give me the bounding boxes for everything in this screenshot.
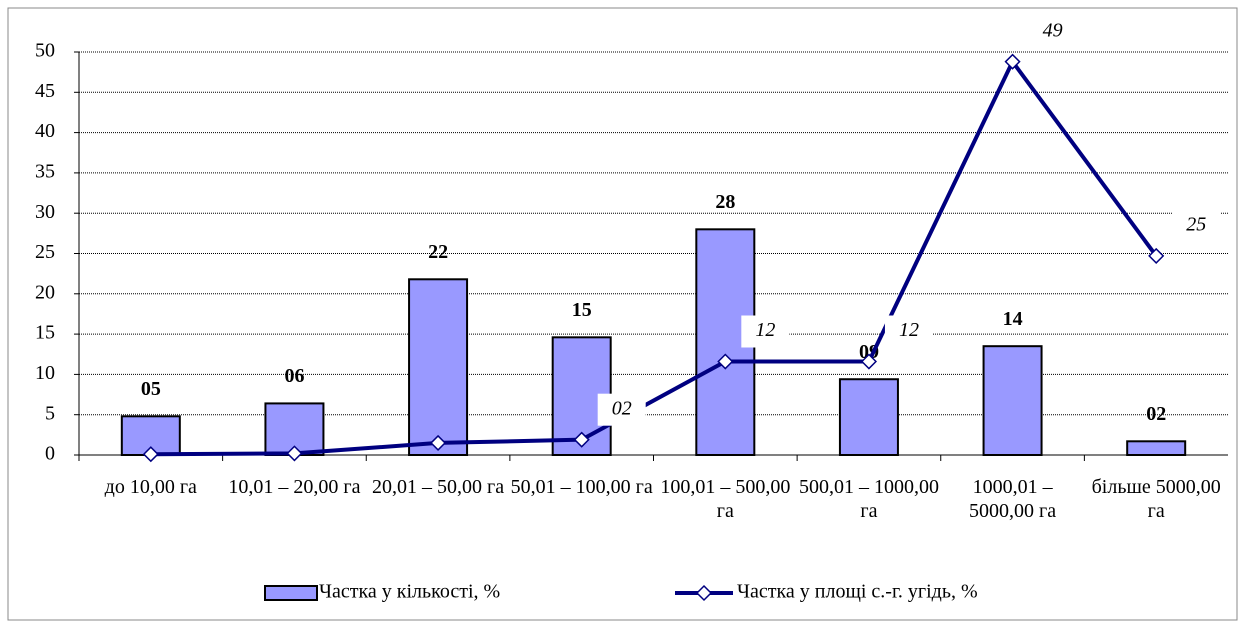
line-marker	[1004, 53, 1021, 70]
y-tick-label: 30	[35, 201, 55, 223]
bar	[408, 278, 469, 456]
y-tick-label: 0	[45, 443, 55, 465]
label-background	[1028, 15, 1077, 48]
y-tick-label: 45	[35, 80, 55, 102]
bar-value-label: 14	[1003, 308, 1023, 330]
bar-value-label: 15	[572, 299, 592, 321]
x-tick-label: 1000,01 – 5000,00 га	[969, 476, 1057, 522]
line-value-label: 02	[612, 397, 632, 419]
legend-label: Частка у площі с.-г. угідь, %	[737, 581, 978, 603]
y-tick-label: 40	[35, 120, 55, 142]
legend-marker	[695, 584, 713, 602]
chart-border	[7, 7, 1238, 621]
x-tick-label: 20,01 – 50,00 га	[372, 476, 505, 498]
x-tick-label: більше 5000,00 га	[1091, 476, 1221, 522]
line-marker	[142, 446, 159, 463]
y-tick-label: 25	[35, 241, 55, 263]
line-marker	[430, 434, 447, 451]
bar-value-label: 22	[428, 241, 448, 263]
x-tick-label: 50,01 – 100,00 га	[510, 476, 653, 498]
line	[150, 57, 1158, 457]
x-tick-label: 500,01 – 1000,00 га	[798, 476, 939, 522]
bar-value-label: 06	[284, 365, 304, 387]
y-tick-label: 50	[35, 40, 55, 62]
bar-value-label: 28	[715, 191, 735, 213]
y-tick-label: 5	[45, 402, 55, 424]
y-tick-label: 35	[35, 160, 55, 182]
legend-label: Частка у кількості, %	[319, 581, 500, 603]
line-value-label: 25	[1186, 214, 1206, 236]
bar	[1126, 440, 1187, 457]
line-marker	[717, 353, 734, 370]
x-tick-label: 100,01 – 500,00 га	[660, 476, 791, 522]
label-background	[1172, 209, 1221, 242]
label-background	[741, 315, 790, 348]
x-tick-label: 10,01 – 20,00 га	[228, 476, 361, 498]
line-marker	[1148, 247, 1165, 264]
label-background	[884, 315, 933, 348]
bar	[982, 345, 1043, 456]
line-value-label: 12	[755, 319, 775, 341]
label-background	[597, 393, 646, 426]
bar	[838, 378, 899, 456]
bar-value-label: 09	[859, 341, 879, 363]
legend-swatch	[264, 585, 318, 601]
line-value-label: 12	[899, 319, 919, 341]
line-marker	[286, 445, 303, 462]
y-tick-label: 20	[35, 281, 55, 303]
bar-value-label: 05	[141, 378, 161, 400]
bar-value-label: 02	[1146, 403, 1166, 425]
line-value-label: 49	[1043, 19, 1063, 41]
y-tick-label: 15	[35, 322, 55, 344]
line-marker	[573, 431, 590, 448]
y-tick-label: 10	[35, 362, 55, 384]
x-tick-label: до 10,00 га	[104, 476, 197, 498]
line-marker	[860, 353, 877, 370]
